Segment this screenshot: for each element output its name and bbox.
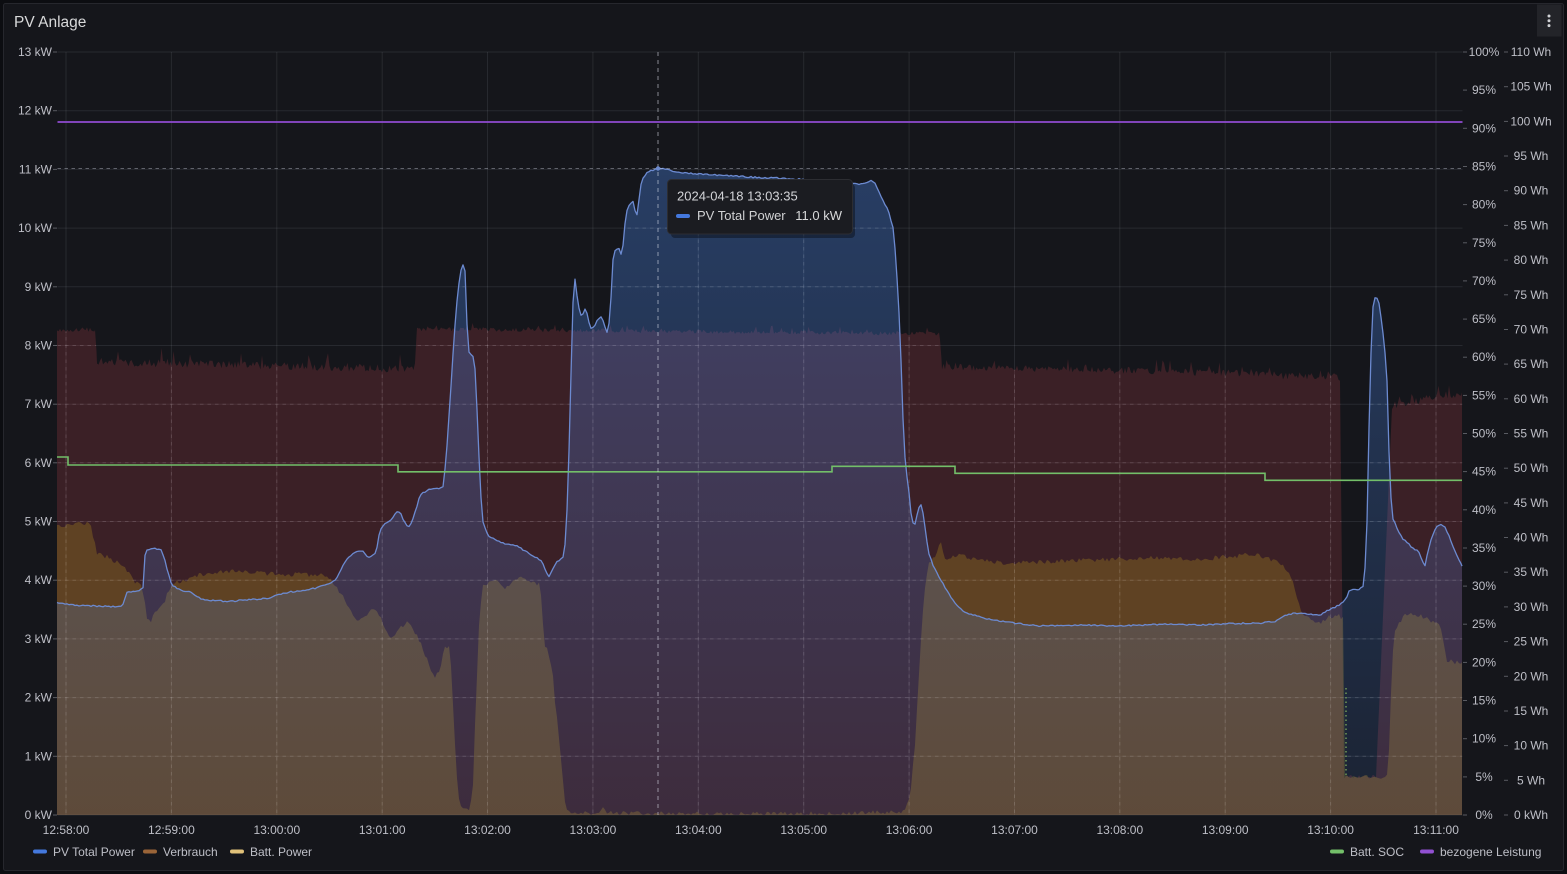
svg-text:13 kW: 13 kW [18,45,53,59]
svg-text:9 kW: 9 kW [25,280,53,294]
svg-text:0%: 0% [1475,808,1493,822]
svg-text:25 Wh: 25 Wh [1514,635,1549,649]
svg-text:11 kW: 11 kW [19,162,53,176]
svg-text:2024-04-18 13:03:35: 2024-04-18 13:03:35 [677,189,798,204]
svg-text:10%: 10% [1472,732,1496,746]
svg-text:10 kW: 10 kW [18,221,53,235]
svg-text:100 Wh: 100 Wh [1510,114,1551,128]
svg-text:80 Wh: 80 Wh [1514,253,1549,267]
svg-text:12 kW: 12 kW [18,104,53,118]
svg-text:6 kW: 6 kW [25,456,53,470]
svg-text:20%: 20% [1472,655,1496,669]
svg-text:3 kW: 3 kW [25,632,53,646]
svg-text:12:59:00: 12:59:00 [148,823,195,837]
svg-text:1 kW: 1 kW [25,749,53,763]
svg-text:13:09:00: 13:09:00 [1202,823,1249,837]
svg-text:95%: 95% [1472,83,1496,97]
svg-text:105 Wh: 105 Wh [1510,80,1551,94]
svg-text:35 Wh: 35 Wh [1514,565,1549,579]
svg-text:4 kW: 4 kW [25,573,53,587]
svg-text:13:06:00: 13:06:00 [886,823,933,837]
svg-text:5 kW: 5 kW [25,515,53,529]
svg-text:13:02:00: 13:02:00 [464,823,511,837]
svg-text:40%: 40% [1472,503,1496,517]
svg-text:25%: 25% [1472,617,1496,631]
svg-text:50 Wh: 50 Wh [1514,461,1549,475]
svg-text:13:05:00: 13:05:00 [780,823,827,837]
svg-text:13:11:00: 13:11:00 [1413,823,1459,837]
svg-text:95 Wh: 95 Wh [1514,149,1549,163]
svg-text:90%: 90% [1472,121,1496,135]
svg-text:5%: 5% [1475,770,1493,784]
svg-text:10 Wh: 10 Wh [1514,739,1549,753]
svg-text:40 Wh: 40 Wh [1514,531,1549,545]
svg-text:60 Wh: 60 Wh [1514,392,1549,406]
svg-text:12:58:00: 12:58:00 [43,823,90,837]
svg-text:35%: 35% [1472,541,1496,555]
svg-text:65 Wh: 65 Wh [1514,357,1549,371]
svg-text:60%: 60% [1472,350,1496,364]
svg-text:5 Wh: 5 Wh [1517,773,1545,787]
svg-text:Batt. SOC: Batt. SOC [1350,845,1404,859]
svg-text:70%: 70% [1472,274,1496,288]
svg-text:PV Total Power: PV Total Power [53,845,135,859]
svg-text:75 Wh: 75 Wh [1514,288,1549,302]
svg-text:65%: 65% [1472,312,1496,326]
svg-text:13:08:00: 13:08:00 [1096,823,1143,837]
svg-text:13:07:00: 13:07:00 [991,823,1038,837]
svg-text:13:01:00: 13:01:00 [359,823,406,837]
svg-text:100%: 100% [1469,45,1500,59]
svg-text:90 Wh: 90 Wh [1514,184,1549,198]
svg-text:13:10:00: 13:10:00 [1307,823,1354,837]
svg-text:13:04:00: 13:04:00 [675,823,722,837]
svg-text:70 Wh: 70 Wh [1514,323,1549,337]
svg-text:30%: 30% [1472,579,1496,593]
svg-text:85 Wh: 85 Wh [1514,218,1549,232]
svg-text:0 kWh: 0 kWh [1514,808,1548,822]
svg-text:7 kW: 7 kW [25,397,53,411]
svg-text:45%: 45% [1472,465,1496,479]
svg-text:11.0 kW: 11.0 kW [795,208,842,223]
svg-text:8 kW: 8 kW [25,339,53,353]
svg-text:110 Wh: 110 Wh [1511,45,1551,59]
svg-text:13:00:00: 13:00:00 [253,823,300,837]
svg-text:13:03:00: 13:03:00 [570,823,617,837]
svg-text:55 Wh: 55 Wh [1514,427,1549,441]
svg-text:PV Total Power: PV Total Power [697,208,786,223]
svg-text:85%: 85% [1472,160,1496,174]
svg-text:Verbrauch: Verbrauch [163,845,218,859]
svg-text:55%: 55% [1472,388,1496,402]
svg-text:15%: 15% [1472,694,1496,708]
svg-text:2 kW: 2 kW [25,691,53,705]
svg-text:45 Wh: 45 Wh [1514,496,1549,510]
svg-text:0 kW: 0 kW [25,808,53,822]
svg-text:PV Anlage: PV Anlage [14,14,86,31]
svg-text:30 Wh: 30 Wh [1514,600,1549,614]
svg-text:15 Wh: 15 Wh [1514,704,1549,718]
svg-text:80%: 80% [1472,198,1496,212]
svg-text:75%: 75% [1472,236,1496,250]
svg-text:20 Wh: 20 Wh [1514,669,1549,683]
svg-text:50%: 50% [1472,427,1496,441]
svg-text:bezogene Leistung: bezogene Leistung [1440,845,1541,859]
svg-text:Batt. Power: Batt. Power [250,845,312,859]
